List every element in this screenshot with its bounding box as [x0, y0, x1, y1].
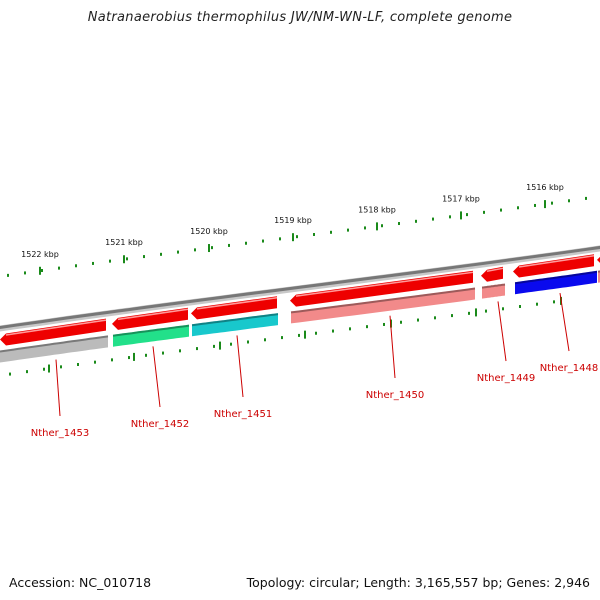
cog-block	[0, 335, 108, 363]
kbp-label: 1522 kbp	[21, 250, 59, 259]
gene-label: Nther_1451	[214, 409, 272, 420]
gene-leader	[55, 359, 61, 417]
cds-arrow	[290, 270, 473, 307]
genome-summary-text: Topology: circular; Length: 3,165,557 bp…	[246, 575, 590, 590]
gene-leader	[497, 301, 507, 362]
cog-block-edge	[290, 287, 476, 314]
kbp-label: 1516 kbp	[526, 183, 564, 192]
cds-arrow	[191, 296, 277, 320]
gene-leader	[236, 335, 244, 398]
cds-arrow	[112, 307, 188, 330]
gene-label: Nther_1452	[131, 419, 189, 430]
kbp-label: 1519 kbp	[274, 216, 312, 225]
cds-arrow-hl	[518, 255, 595, 268]
map-title: Natranaerobius thermophilus JW/NM-WN-LF,…	[87, 10, 513, 25]
cog-block	[113, 324, 189, 347]
cds-arrow	[0, 318, 106, 346]
cog-block	[192, 313, 278, 337]
gene-label: Nther_1449	[477, 373, 535, 384]
cog-block-edge	[112, 324, 190, 337]
kbp-label: 1517 kbp	[442, 194, 480, 203]
cog-block-edge	[481, 283, 506, 289]
gene-leader	[559, 292, 570, 352]
gene-leader	[389, 315, 396, 379]
gene-leader	[152, 346, 161, 408]
cog-block	[482, 283, 505, 299]
cds-arrow-hl	[5, 319, 107, 336]
cds-arrow-hl	[117, 308, 189, 321]
cog-block-edge	[514, 270, 598, 285]
cds-arrow-hl	[486, 267, 504, 272]
accession-text: Accession: NC_010718	[9, 575, 152, 590]
backbone-line	[0, 245, 600, 330]
cds-arrow-hl	[196, 297, 278, 310]
cog-block-edge	[0, 335, 109, 353]
gene-label: Nther_1450	[366, 390, 424, 401]
cds-arrow	[513, 254, 594, 278]
cds-arrow	[481, 266, 503, 282]
cds-arrow	[597, 256, 600, 263]
cog-block-edge	[191, 313, 279, 327]
kbp-label: 1520 kbp	[190, 227, 228, 236]
cog-block	[515, 270, 597, 295]
kbp-label: 1521 kbp	[105, 238, 143, 247]
cog-block	[291, 287, 475, 324]
gene-label: Nther_1448	[540, 363, 598, 374]
gene-label: Nther_1453	[31, 428, 89, 439]
kbp-label: 1518 kbp	[358, 205, 396, 214]
cds-arrow-hl	[295, 271, 474, 297]
